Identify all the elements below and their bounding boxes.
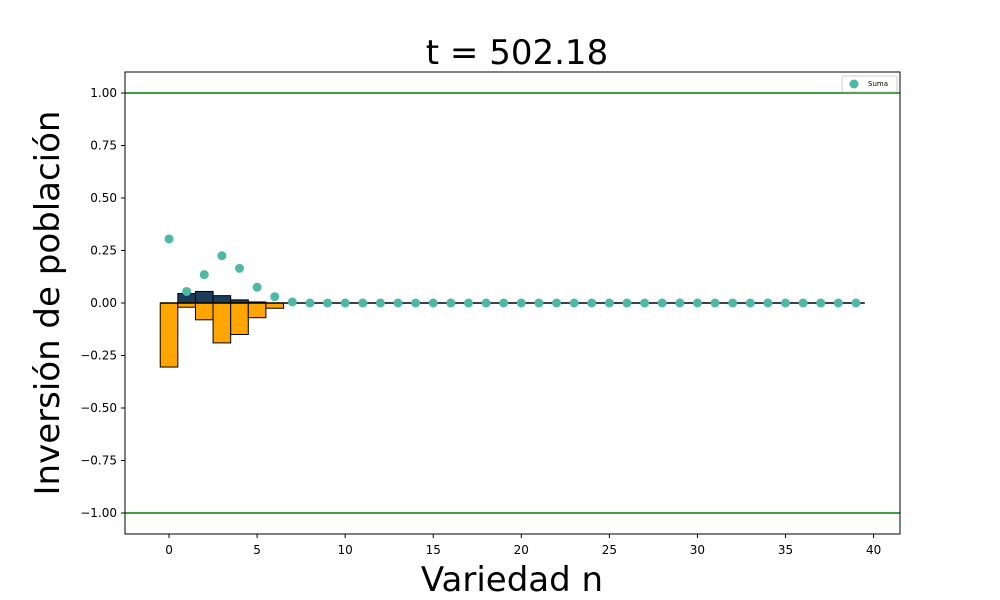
- scatter-point-5: [252, 282, 262, 292]
- y-tick-label-8: −1.00: [80, 506, 117, 520]
- y-tick-label-5: −0.25: [80, 349, 117, 363]
- scatter-point-12: [375, 298, 385, 308]
- bar-lower-4: [230, 302, 249, 335]
- scatter-point-6: [270, 292, 280, 302]
- y-axis-label: Inversión de población: [28, 111, 68, 496]
- scatter-point-1: [182, 286, 192, 296]
- legend-label-suma: Suma: [868, 80, 888, 88]
- scatter-point-37: [816, 298, 826, 308]
- scatter-point-3: [217, 251, 227, 261]
- scatter-point-11: [358, 298, 368, 308]
- scatter-point-36: [798, 298, 808, 308]
- scatter-point-10: [340, 298, 350, 308]
- scatter-point-8: [305, 298, 315, 308]
- y-tick-label-3: 0.25: [90, 244, 117, 258]
- scatter-point-13: [393, 298, 403, 308]
- scatter-point-2: [199, 270, 209, 280]
- scatter-point-33: [745, 298, 755, 308]
- y-tick-label-6: −0.50: [80, 401, 117, 415]
- x-axis-label: Variedad n: [421, 560, 603, 600]
- bar-upper-2: [194, 290, 214, 304]
- x-tick-label-25: 25: [602, 543, 617, 557]
- scatter-point-30: [692, 298, 702, 308]
- scatter-point-22: [552, 298, 562, 308]
- x-tick-label-40: 40: [866, 543, 881, 557]
- scatter-point-0: [164, 234, 174, 244]
- ticks: 0 5 10 15 20 25 30 35 40 1.00 0.75 0.50 0.25 0.00 −0.2…: [80, 86, 881, 557]
- scatter-point-34: [763, 298, 773, 308]
- x-tick-label-20: 20: [514, 543, 529, 557]
- bar-lower-0: [159, 302, 179, 368]
- scatter-point-19: [499, 298, 509, 308]
- scatter-point-38: [833, 298, 843, 308]
- x-tick-label-15: 15: [426, 543, 441, 557]
- scatter-point-27: [640, 298, 650, 308]
- scatter-point-39: [851, 298, 861, 308]
- bar-lower-6: [265, 302, 285, 309]
- plot-area: [125, 92, 900, 514]
- bar-lower-5: [247, 302, 267, 319]
- x-tick-label-30: 30: [690, 543, 705, 557]
- scatter-point-35: [781, 298, 791, 308]
- scatter-point-9: [323, 298, 333, 308]
- scatter-point-29: [675, 298, 685, 308]
- scatter-point-17: [463, 298, 473, 308]
- scatter-point-26: [622, 298, 632, 308]
- y-tick-label-1: 0.75: [90, 139, 117, 153]
- scatter-point-4: [234, 263, 244, 273]
- scatter-point-16: [446, 298, 456, 308]
- y-tick-label-7: −0.75: [80, 454, 117, 468]
- scatter-point-7: [287, 297, 297, 307]
- chart-title: t = 502.18: [426, 33, 608, 73]
- y-tick-label-4: 0.00: [90, 296, 117, 310]
- scatter-point-25: [604, 298, 614, 308]
- x-tick-label-0: 0: [165, 543, 173, 557]
- bar-lower-2: [194, 302, 214, 321]
- scatter-point-21: [534, 298, 544, 308]
- legend-marker-suma: [849, 79, 859, 89]
- scatter-point-31: [710, 298, 720, 308]
- legend: Suma: [841, 75, 898, 93]
- bar-lower-3: [212, 302, 232, 344]
- scatter-point-15: [428, 298, 438, 308]
- y-tick-label-0: 1.00: [90, 86, 117, 100]
- x-tick-label-35: 35: [778, 543, 793, 557]
- y-tick-label-2: 0.50: [90, 191, 117, 205]
- x-tick-label-5: 5: [253, 543, 261, 557]
- scatter-point-28: [657, 298, 667, 308]
- scatter-point-20: [516, 298, 526, 308]
- scatter-point-32: [728, 298, 738, 308]
- scatter-point-23: [569, 298, 579, 308]
- x-tick-label-10: 10: [338, 543, 353, 557]
- scatter-point-24: [587, 298, 597, 308]
- scatter-point-18: [481, 298, 491, 308]
- bar-upper-3: [212, 295, 232, 304]
- scatter-point-14: [411, 298, 421, 308]
